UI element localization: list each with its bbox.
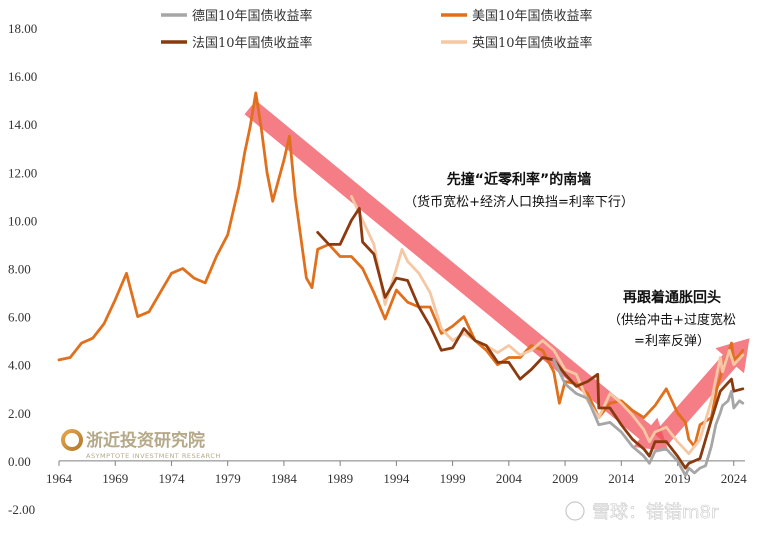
y-tick-label: 2.00: [8, 406, 31, 421]
annotation-uptrend: 再跟着通胀回头 （供给冲击+过度宽松 =利率反弹）: [608, 289, 736, 349]
y-tick-label: -2.00: [8, 502, 35, 517]
series-line: [552, 358, 745, 477]
y-tick-label: 18.00: [8, 21, 37, 36]
y-tick-label: 6.00: [8, 310, 31, 325]
y-tick-label: 4.00: [8, 358, 31, 373]
x-tick-label: 1979: [215, 471, 241, 486]
y-tick-label: 12.00: [8, 165, 37, 180]
legend-label: 英国10年国债收益率: [472, 35, 593, 51]
x-tick-label: 2024: [721, 471, 748, 486]
legend-label: 德国10年国债收益率: [192, 8, 313, 24]
y-tick-label: 8.00: [8, 262, 31, 277]
x-axis: 1964 1969 1974 1979 1984 1989 1994 1999 2004 2009…: [46, 460, 748, 486]
annotation-uptrend-subtitle-line1: （供给冲击+过度宽松: [608, 312, 736, 328]
annotation-downtrend: 先撞“近零利率”的南墙 （货币宽松+经济人口换挡=利率下行）: [404, 171, 634, 210]
legend-label: 法国10年国债收益率: [192, 35, 313, 51]
annotation-downtrend-subtitle: （货币宽松+经济人口换挡=利率下行）: [404, 194, 634, 210]
trend-arrows: [244, 100, 750, 452]
y-tick-label: 16.00: [8, 69, 37, 84]
y-tick-label: 0.00: [8, 454, 31, 469]
logo-name: 浙近投资研究院: [86, 430, 205, 451]
x-tick-label: 1964: [46, 471, 73, 486]
series-group: [57, 91, 745, 477]
x-tick-label: 1994: [383, 471, 410, 486]
legend-label: 美国10年国债收益率: [472, 8, 593, 24]
y-tick-label: 14.00: [8, 117, 37, 132]
downtrend-arrow: [244, 100, 669, 452]
y-tick-label: 10.00: [8, 213, 37, 228]
watermark-text: 雪球：错错m8r: [592, 502, 719, 523]
annotation-uptrend-title: 再跟着通胀回头: [623, 289, 721, 306]
x-tick-label: 2009: [552, 471, 578, 486]
watermark: 雪球：错错m8r: [565, 501, 719, 523]
annotation-uptrend-subtitle-line2: =利率反弹）: [634, 333, 710, 349]
x-tick-label: 2014: [608, 471, 635, 486]
x-tick-label: 1984: [271, 471, 298, 486]
x-tick-label: 1974: [158, 471, 185, 486]
x-tick-label: 1969: [102, 471, 128, 486]
logo: 浙近投资研究院 ASYMPTOTE INVESTMENT RESEARCH: [61, 429, 221, 460]
logo-tagline: ASYMPTOTE INVESTMENT RESEARCH: [86, 452, 221, 460]
x-tick-label: 2004: [496, 471, 523, 486]
annotation-downtrend-title: 先撞“近零利率”的南墙: [447, 171, 591, 188]
logo-icon: [61, 429, 83, 451]
series-line: [350, 195, 745, 456]
x-tick-label: 1989: [327, 471, 353, 486]
x-tick-label: 1999: [440, 471, 466, 486]
y-axis: -2.00 0.00 2.00 4.00 6.00 8.00 10.00 12.00 14.00…: [8, 21, 37, 517]
series-line: [57, 91, 745, 448]
watermark-icon: [565, 501, 585, 521]
